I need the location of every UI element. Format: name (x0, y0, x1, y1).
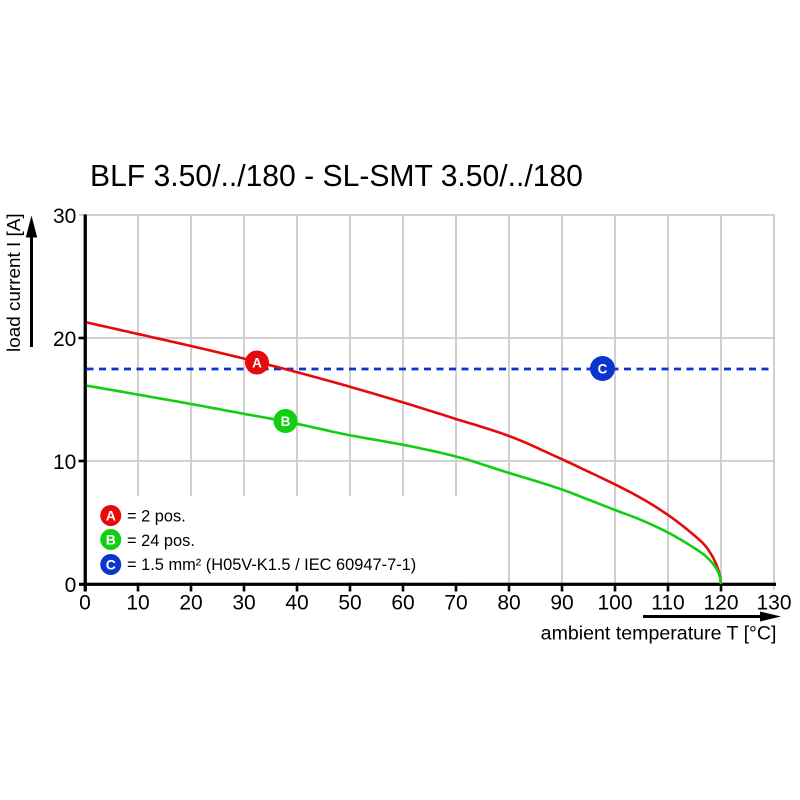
svg-text:120: 120 (703, 592, 738, 615)
svg-text:90: 90 (550, 592, 573, 615)
svg-text:C: C (598, 361, 608, 376)
svg-text:100: 100 (597, 592, 632, 615)
svg-text:20: 20 (53, 328, 76, 351)
svg-text:B: B (106, 532, 116, 548)
svg-text:10: 10 (126, 592, 149, 615)
svg-text:0: 0 (65, 574, 77, 597)
svg-text:= 24 pos.: = 24 pos. (127, 532, 195, 550)
svg-text:= 1.5 mm² (H05V-K1.5 / IEC 609: = 1.5 mm² (H05V-K1.5 / IEC 60947-7-1) (127, 556, 416, 574)
svg-text:50: 50 (338, 592, 361, 615)
svg-text:30: 30 (232, 592, 255, 615)
svg-text:70: 70 (444, 592, 467, 615)
svg-text:A: A (252, 355, 262, 370)
svg-text:C: C (106, 557, 116, 573)
svg-text:B: B (281, 414, 291, 429)
svg-text:= 2 pos.: = 2 pos. (127, 508, 186, 526)
svg-text:ambient temperature T [°C]: ambient temperature T [°C] (541, 623, 777, 645)
svg-text:0: 0 (79, 592, 91, 615)
svg-text:60: 60 (391, 592, 414, 615)
svg-text:20: 20 (179, 592, 202, 615)
svg-text:80: 80 (497, 592, 520, 615)
svg-text:110: 110 (651, 592, 684, 615)
svg-text:load current I [A]: load current I [A] (4, 213, 25, 352)
svg-text:10: 10 (53, 451, 76, 474)
svg-text:130: 130 (756, 592, 791, 615)
svg-text:BLF 3.50/../180 - SL-SMT 3.50/: BLF 3.50/../180 - SL-SMT 3.50/../180 (90, 160, 583, 193)
svg-text:30: 30 (53, 205, 76, 228)
svg-text:40: 40 (285, 592, 308, 615)
svg-text:A: A (106, 508, 116, 524)
